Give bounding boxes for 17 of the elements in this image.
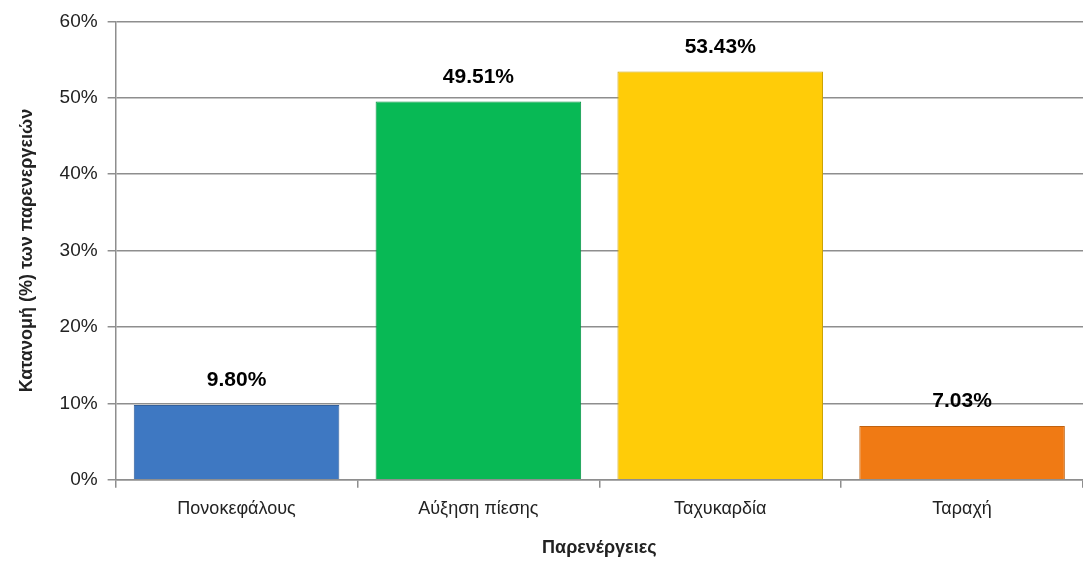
x-tick-label: Πονοκεφάλους <box>177 497 297 518</box>
data-label: 49.51% <box>442 63 515 87</box>
y-tick-label: 20% <box>59 315 98 337</box>
x-tick-label: Ταραχή <box>932 497 992 518</box>
data-label: 9.80% <box>206 367 267 391</box>
y-tick-label: 60% <box>59 9 98 31</box>
y-tick-label: 40% <box>59 162 98 184</box>
data-label: 53.43% <box>684 33 757 57</box>
y-tick-label: 0% <box>70 468 98 490</box>
x-tick-label: Αύξηση πίεσης <box>418 497 539 518</box>
data-label: 7.03% <box>932 388 993 412</box>
y-tick-label: 50% <box>59 86 98 108</box>
x-axis-title: Παρενέργειες <box>542 537 657 558</box>
y-tick-label: 30% <box>59 238 98 260</box>
x-tick-label: Ταχυκαρδία <box>673 497 767 518</box>
y-tick-label: 10% <box>59 391 98 413</box>
y-axis-title: Κατανομή (%) των παρενεργειών <box>15 108 36 393</box>
